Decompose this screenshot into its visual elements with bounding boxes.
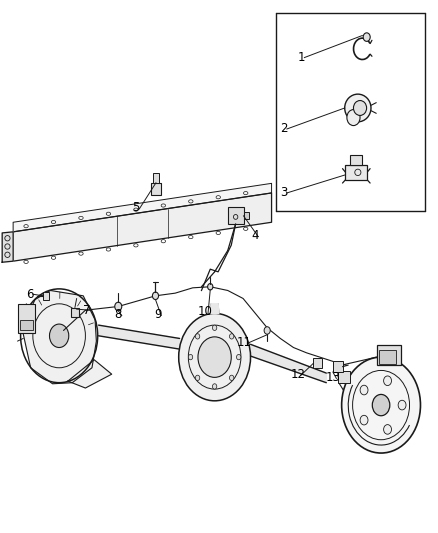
Circle shape — [347, 110, 360, 126]
Text: 4: 4 — [251, 229, 259, 242]
Circle shape — [237, 354, 241, 360]
Polygon shape — [99, 325, 180, 349]
Circle shape — [212, 384, 217, 389]
Bar — [43, 292, 49, 300]
Ellipse shape — [345, 94, 371, 122]
Polygon shape — [210, 304, 219, 313]
Circle shape — [188, 354, 193, 360]
Text: 5: 5 — [132, 201, 139, 214]
Circle shape — [195, 375, 200, 381]
Polygon shape — [22, 290, 96, 384]
Polygon shape — [68, 360, 112, 388]
Bar — [313, 358, 322, 368]
Bar — [350, 155, 362, 165]
Polygon shape — [251, 344, 326, 383]
Circle shape — [398, 400, 406, 410]
Circle shape — [49, 324, 69, 348]
Text: 13: 13 — [325, 371, 340, 384]
Circle shape — [179, 313, 251, 401]
Bar — [333, 361, 343, 372]
Text: 2: 2 — [280, 123, 288, 135]
Bar — [244, 212, 249, 219]
Bar — [18, 304, 35, 333]
Circle shape — [372, 394, 390, 416]
Bar — [228, 207, 244, 224]
Circle shape — [384, 425, 392, 434]
Polygon shape — [13, 183, 272, 232]
Bar — [345, 165, 367, 180]
Text: 12: 12 — [290, 368, 305, 381]
Text: 10: 10 — [198, 305, 212, 318]
Bar — [338, 371, 350, 383]
Text: 3: 3 — [280, 187, 287, 199]
Bar — [153, 173, 159, 183]
Circle shape — [230, 375, 234, 381]
Ellipse shape — [353, 101, 367, 116]
Bar — [71, 308, 79, 317]
Circle shape — [360, 385, 368, 395]
Circle shape — [363, 33, 370, 42]
Bar — [20, 320, 33, 330]
Circle shape — [195, 334, 200, 339]
Bar — [379, 350, 396, 364]
Polygon shape — [2, 232, 13, 262]
Text: 11: 11 — [237, 336, 252, 349]
Circle shape — [264, 327, 270, 334]
Circle shape — [212, 325, 217, 330]
Circle shape — [152, 292, 159, 300]
Circle shape — [115, 302, 122, 311]
Text: 9: 9 — [154, 308, 162, 321]
Circle shape — [198, 337, 231, 377]
Bar — [377, 345, 401, 365]
Circle shape — [208, 284, 213, 290]
Text: 6: 6 — [26, 288, 34, 301]
Circle shape — [360, 415, 368, 425]
Circle shape — [342, 357, 420, 453]
Polygon shape — [13, 193, 272, 261]
Bar — [151, 183, 161, 195]
Text: 7: 7 — [83, 304, 91, 317]
Circle shape — [384, 376, 392, 385]
Circle shape — [230, 334, 234, 339]
Text: 1: 1 — [297, 51, 305, 64]
Text: 8: 8 — [115, 308, 122, 321]
